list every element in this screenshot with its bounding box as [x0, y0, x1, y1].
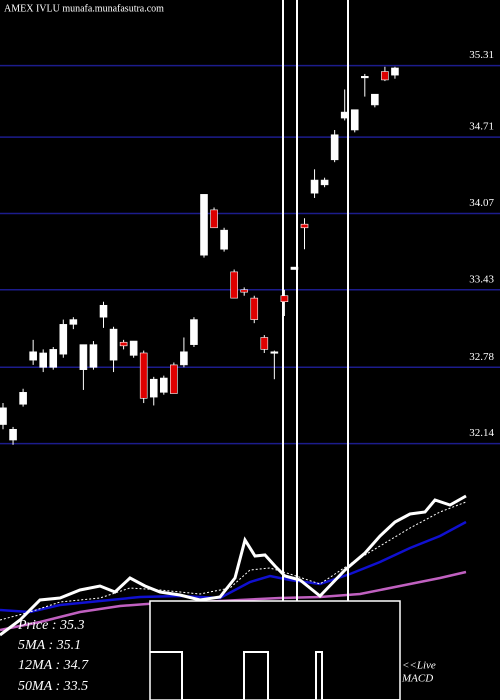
- live-label: <<Live: [402, 660, 436, 672]
- candle-body: [170, 364, 178, 394]
- y-tick-label: 32.78: [469, 351, 494, 363]
- candle-body: [250, 297, 259, 320]
- candle-body: [109, 328, 118, 361]
- indicator-panel: [0, 494, 467, 637]
- y-tick-label: 34.71: [469, 121, 494, 133]
- candle-body: [381, 71, 389, 81]
- candle-body: [290, 266, 299, 270]
- candle-body: [119, 341, 128, 347]
- y-tick-label: 32.14: [469, 427, 494, 439]
- panel-label: MACD: [401, 673, 433, 685]
- y-tick-label: 34.07: [469, 197, 494, 209]
- candle-body: [0, 407, 7, 425]
- candle-body: [220, 229, 228, 250]
- y-tick-label: 33.43: [469, 273, 494, 285]
- candle-body: [149, 378, 158, 398]
- candle-body: [99, 304, 108, 318]
- candle-body: [330, 134, 339, 161]
- ma-line: [0, 570, 467, 632]
- candle-body: [230, 271, 238, 299]
- candle-body: [19, 392, 27, 405]
- legend-12ma: 12MA : 34.7: [18, 658, 89, 673]
- candle-body: [270, 351, 279, 354]
- candle-body: [180, 351, 188, 366]
- chart-title: AMEX IVLU munafa.munafasutra.com: [4, 3, 164, 14]
- candle-body: [320, 179, 329, 186]
- candle-body: [340, 111, 349, 119]
- macd-histogram: [150, 651, 400, 700]
- legend-50ma: 50MA : 33.5: [18, 679, 88, 694]
- candle-body: [59, 324, 68, 355]
- candle-body: [190, 319, 198, 345]
- candle-body: [350, 109, 359, 131]
- legend-5ma: 5MA : 35.1: [18, 638, 81, 653]
- macd-dash: [0, 501, 467, 621]
- candle-body: [210, 209, 218, 229]
- candle-body: [29, 351, 37, 361]
- candle-body: [280, 295, 289, 302]
- y-tick-label: 35.31: [469, 49, 494, 61]
- candle-body: [129, 340, 138, 356]
- candle-body: [360, 76, 369, 79]
- legend-price: Price : 35.3: [17, 618, 84, 633]
- candle-body: [49, 349, 58, 368]
- signal-line: [0, 520, 467, 614]
- candle-body: [69, 319, 78, 325]
- candle-body: [391, 67, 399, 76]
- candle-body: [39, 352, 48, 368]
- candle-body: [89, 344, 98, 368]
- candle-body: [139, 352, 148, 399]
- candle-body: [300, 223, 309, 229]
- candle-body: [160, 377, 168, 393]
- macd-box: [149, 600, 401, 700]
- candle-body: [79, 344, 88, 370]
- macd-line: [0, 494, 467, 637]
- candle-body: [240, 289, 248, 293]
- candle-body: [310, 179, 319, 194]
- candle-body: [371, 93, 379, 106]
- candle-body: [200, 194, 208, 256]
- candle-body: [9, 428, 17, 441]
- candle-body: [260, 337, 269, 350]
